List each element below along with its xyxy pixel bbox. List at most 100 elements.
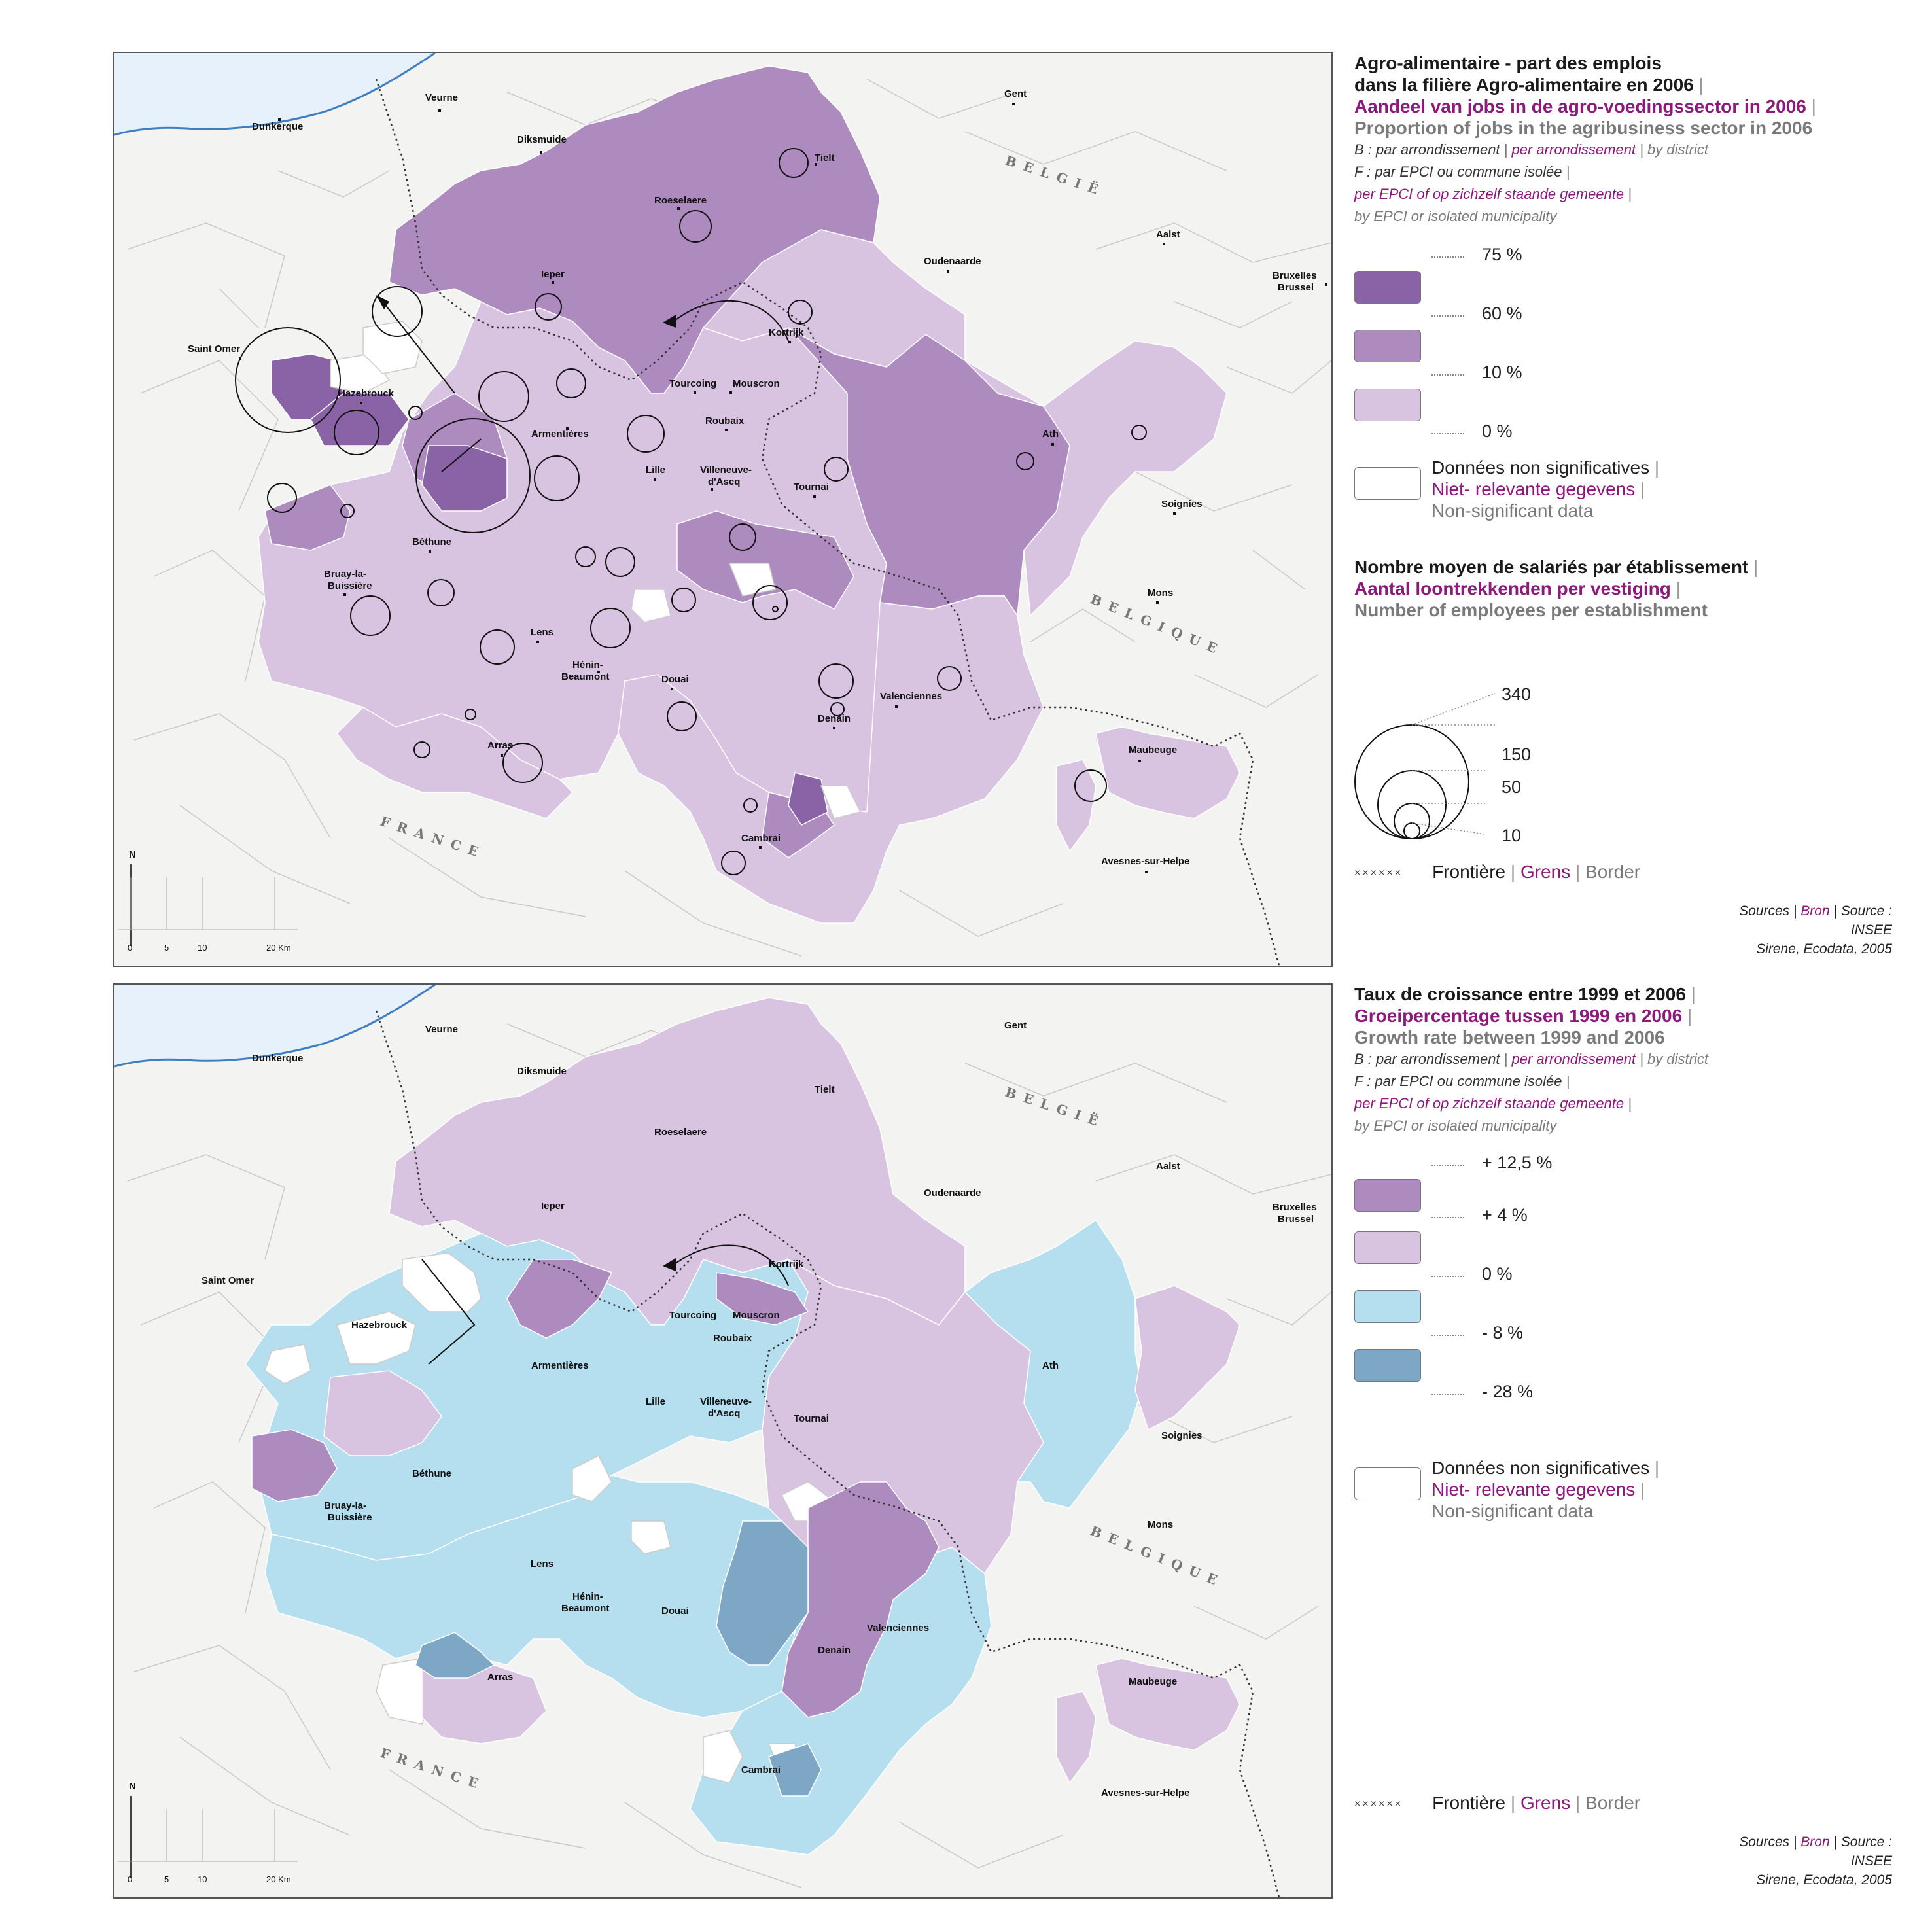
legend-subtitle-2: B : par arrondissement | per arrondissem… — [1354, 1051, 1708, 1134]
swatch-60 — [1354, 330, 1421, 362]
legend-source-2: Sources | Bron | Source : INSEE Sirene, … — [1739, 1835, 1892, 1888]
svg-text:10: 10 — [198, 943, 207, 953]
svg-text:Avesnes-sur-Helpe: Avesnes-sur-Helpe — [1101, 1787, 1189, 1799]
svg-text:N: N — [129, 1781, 136, 1792]
svg-text:Béthune: Béthune — [412, 536, 451, 548]
svg-text:50: 50 — [1502, 777, 1521, 797]
legend-title: Agro-alimentaire - part des emplois dans… — [1354, 53, 1816, 138]
legend-subtitle: B : par arrondissement | per arrondissem… — [1354, 141, 1708, 224]
legend-circles-title: Nombre moyen de salariés par établisseme… — [1354, 557, 1759, 620]
svg-text:Saint Omer: Saint Omer — [188, 343, 240, 355]
map-growth-rate-canvas: Dunkerque Veurne Diksmuide Gent Tielt Ro… — [114, 985, 1331, 1897]
svg-text:20 Km: 20 Km — [266, 943, 291, 953]
svg-text:20 Km: 20 Km — [266, 1874, 291, 1884]
svg-text:Lille: Lille — [646, 1396, 665, 1407]
svg-text:Beaumont: Beaumont — [561, 1603, 609, 1614]
svg-text:Hénin-: Hénin- — [572, 1591, 603, 1602]
svg-text:Roeselaere: Roeselaere — [654, 1127, 707, 1138]
svg-text:Denain: Denain — [818, 713, 851, 724]
swatch-10 — [1354, 389, 1421, 421]
svg-text:Douai: Douai — [661, 674, 689, 685]
svg-text:Cambrai: Cambrai — [741, 1765, 781, 1776]
svg-text:Armentières: Armentières — [531, 1360, 589, 1371]
svg-text:Gent: Gent — [1004, 88, 1027, 99]
svg-text:Hazebrouck: Hazebrouck — [338, 388, 395, 399]
svg-text:BELGIQUE: BELGIQUE — [1088, 1522, 1227, 1590]
svg-text:Aalst: Aalst — [1156, 1161, 1180, 1172]
svg-text:Valenciennes: Valenciennes — [880, 691, 942, 702]
country-label-france: FRANCE — [378, 813, 487, 862]
svg-text:Buissière: Buissière — [328, 1512, 372, 1523]
svg-text:10: 10 — [1502, 826, 1521, 845]
svg-text:Ath: Ath — [1042, 429, 1059, 440]
svg-text:Avesnes-sur-Helpe: Avesnes-sur-Helpe — [1101, 856, 1189, 867]
svg-text:Soignies: Soignies — [1161, 1430, 1203, 1441]
employee-circles — [235, 148, 1147, 875]
svg-text:Arras: Arras — [487, 1672, 513, 1683]
svg-text:5: 5 — [164, 1874, 169, 1884]
swatch-75 — [1354, 271, 1421, 304]
svg-text:Oudenaarde: Oudenaarde — [924, 256, 981, 267]
svg-text:Brussel: Brussel — [1278, 1214, 1314, 1225]
svg-text:Mons: Mons — [1148, 588, 1173, 599]
scale-bar-2: N 0 5 10 20 Km — [118, 1781, 298, 1884]
svg-text:Buissière: Buissière — [328, 580, 372, 591]
swatch-zero — [1354, 1290, 1421, 1323]
swatch-nodata-2 — [1354, 1467, 1421, 1500]
svg-text:N: N — [129, 849, 136, 860]
svg-text:Tournai: Tournai — [794, 482, 829, 493]
svg-text:Hénin-: Hénin- — [572, 659, 603, 671]
svg-text:d'Ascq: d'Ascq — [708, 1408, 740, 1419]
svg-text:Tourcoing: Tourcoing — [669, 378, 716, 389]
svg-text:d'Ascq: d'Ascq — [708, 476, 740, 487]
svg-text:Gent: Gent — [1004, 1020, 1027, 1031]
svg-text:Maubeuge: Maubeuge — [1129, 1676, 1177, 1687]
svg-text:Ieper: Ieper — [541, 1201, 565, 1212]
swatch-nodata — [1354, 467, 1421, 500]
svg-text:Aalst: Aalst — [1156, 229, 1180, 240]
svg-text:Valenciennes: Valenciennes — [867, 1623, 929, 1634]
svg-text:Diksmuide: Diksmuide — [517, 134, 567, 145]
svg-text:Lens: Lens — [531, 1558, 553, 1570]
svg-text:Tourcoing: Tourcoing — [669, 1310, 716, 1321]
national-border — [375, 79, 1280, 966]
svg-text:340: 340 — [1502, 684, 1531, 704]
svg-text:Brussel: Brussel — [1278, 282, 1314, 293]
legend-border-2: ×××××× Frontière | Grens | Border — [1354, 1793, 1641, 1813]
legend-border: ×××××× Frontière | Grens | Border — [1354, 862, 1641, 882]
map-agro-share[interactable]: Dunkerque Veurne Diksmuide Gent Tielt Ro… — [113, 52, 1333, 967]
place-labels-2: Dunkerque Veurne Diksmuide Gent Tielt Ro… — [202, 1020, 1317, 1799]
svg-text:Villeneuve-: Villeneuve- — [700, 465, 752, 476]
svg-text:10: 10 — [198, 1874, 207, 1884]
svg-text:Ath: Ath — [1042, 1360, 1059, 1371]
svg-text:Dunkerque: Dunkerque — [252, 1053, 303, 1064]
svg-text:0: 0 — [128, 1874, 132, 1884]
svg-text:Kortrijk: Kortrijk — [769, 327, 804, 338]
svg-text:Tournai: Tournai — [794, 1413, 829, 1424]
legend-agro-share: Agro-alimentaire - part des emplois dans… — [1354, 52, 1917, 968]
svg-text:Béthune: Béthune — [412, 1468, 451, 1479]
svg-text:Douai: Douai — [661, 1606, 689, 1617]
svg-text:Bruay-la-: Bruay-la- — [324, 569, 366, 580]
swatch-minus-8 — [1354, 1349, 1421, 1382]
svg-text:Diksmuide: Diksmuide — [517, 1066, 567, 1077]
svg-text:Bruxelles: Bruxelles — [1273, 1202, 1317, 1213]
svg-text:Armentières: Armentières — [531, 429, 589, 440]
swatch-plus-4 — [1354, 1231, 1421, 1264]
svg-text:FRANCE: FRANCE — [378, 1745, 487, 1794]
legend-classes: 75 % 60 % 10 % 0 % Données non significa… — [1354, 242, 1917, 521]
svg-text:Tielt: Tielt — [815, 1084, 835, 1095]
map-growth-rate[interactable]: Dunkerque Veurne Diksmuide Gent Tielt Ro… — [113, 983, 1333, 1899]
regions — [258, 65, 1240, 924]
svg-text:Arras: Arras — [487, 740, 513, 751]
svg-text:Roeselaere: Roeselaere — [654, 195, 707, 206]
scale-bar: N 0 5 10 20 Km — [118, 849, 298, 953]
svg-text:Denain: Denain — [818, 1645, 851, 1656]
legend-classes-2: + 12,5 % + 4 % 0 % - 8 % - 28 % Données … — [1354, 1150, 1917, 1543]
svg-text:Lens: Lens — [531, 627, 553, 638]
sea-area — [114, 53, 435, 135]
swatch-plus-12 — [1354, 1179, 1421, 1212]
svg-text:Mons: Mons — [1148, 1519, 1173, 1530]
legend-title-2: Taux de croissance entre 1999 et 2006 | … — [1354, 984, 1696, 1047]
svg-text:Beaumont: Beaumont — [561, 671, 609, 682]
